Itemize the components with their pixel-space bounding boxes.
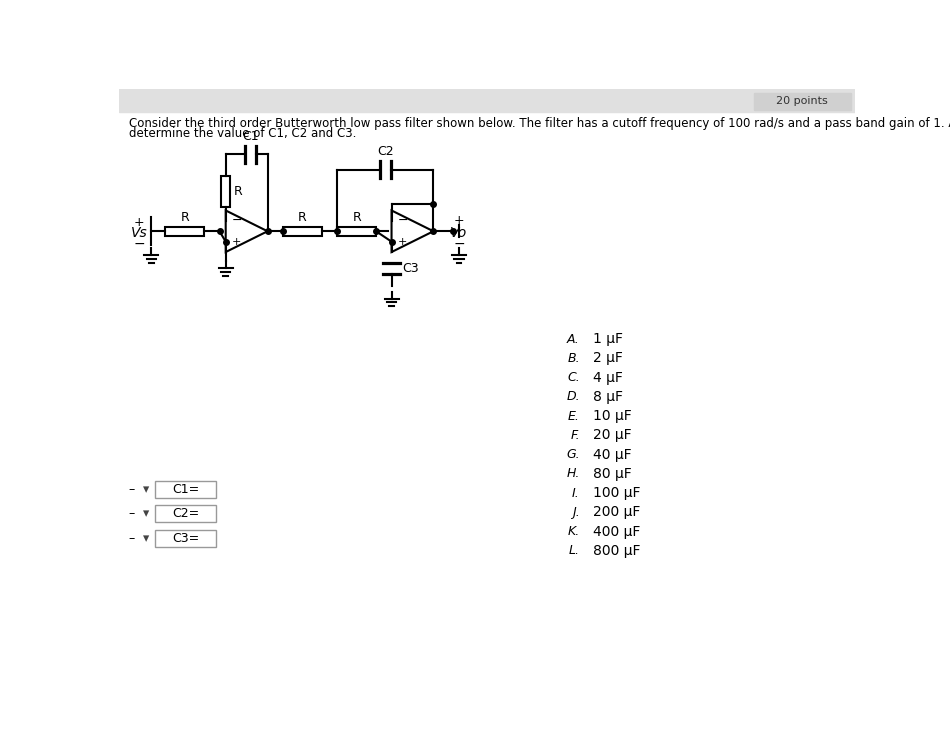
Text: 200 μF: 200 μF: [593, 505, 640, 519]
Text: C1: C1: [242, 130, 258, 143]
Text: –: –: [129, 532, 135, 545]
Text: 40 μF: 40 μF: [593, 448, 632, 462]
Text: C3: C3: [403, 262, 419, 275]
Bar: [283, 226, 322, 236]
Text: 100 μF: 100 μF: [593, 486, 640, 500]
Text: A.: A.: [567, 332, 580, 346]
Text: R: R: [234, 185, 242, 198]
Text: 20 μF: 20 μF: [593, 428, 632, 443]
Text: ▾: ▾: [142, 482, 149, 496]
Text: Vs: Vs: [130, 226, 147, 240]
Bar: [221, 176, 230, 207]
Text: D.: D.: [566, 390, 580, 403]
Text: R: R: [180, 211, 189, 223]
Text: 20 points: 20 points: [776, 96, 828, 106]
Text: 80 μF: 80 μF: [593, 467, 632, 481]
Bar: [155, 505, 216, 522]
Text: ▾: ▾: [142, 532, 149, 545]
Bar: [337, 226, 376, 236]
Bar: [119, 89, 855, 112]
Text: 8 μF: 8 μF: [593, 390, 623, 404]
Text: Vo: Vo: [450, 226, 467, 240]
Text: determine the value of C1, C2 and C3.: determine the value of C1, C2 and C3.: [129, 127, 356, 141]
Text: C2=: C2=: [172, 508, 200, 520]
Text: Consider the third order Butterworth low pass filter shown below. The filter has: Consider the third order Butterworth low…: [129, 117, 950, 130]
Text: E.: E.: [568, 409, 580, 423]
Text: C3=: C3=: [172, 532, 200, 545]
Text: J.: J.: [572, 506, 580, 519]
Bar: [754, 92, 851, 110]
Text: B.: B.: [567, 352, 580, 365]
Text: H.: H.: [566, 467, 580, 480]
Text: R: R: [352, 211, 361, 223]
Bar: [165, 226, 204, 236]
Text: I.: I.: [572, 487, 580, 500]
Text: 400 μF: 400 μF: [593, 525, 640, 539]
Text: +: +: [398, 237, 408, 246]
Text: –: –: [129, 482, 135, 496]
Text: +: +: [134, 215, 144, 229]
Text: 2 μF: 2 μF: [593, 352, 623, 366]
Bar: [155, 481, 216, 498]
Text: F.: F.: [570, 428, 580, 442]
Text: ▾: ▾: [142, 508, 149, 520]
Bar: [155, 530, 216, 547]
Text: 1 μF: 1 μF: [593, 332, 623, 346]
Text: −: −: [398, 215, 408, 227]
Text: C.: C.: [567, 371, 580, 384]
Text: 4 μF: 4 μF: [593, 371, 623, 385]
Text: +: +: [454, 214, 465, 227]
Text: –: –: [129, 508, 135, 520]
Text: C1=: C1=: [172, 482, 200, 496]
Text: L.: L.: [569, 545, 580, 557]
Text: −: −: [453, 237, 465, 251]
Text: 800 μF: 800 μF: [593, 544, 640, 558]
Text: −: −: [133, 237, 144, 251]
Text: C2: C2: [377, 145, 393, 158]
Text: R: R: [298, 211, 307, 223]
Text: +: +: [232, 237, 241, 246]
Text: K.: K.: [568, 525, 580, 538]
Text: G.: G.: [566, 448, 580, 461]
Text: 10 μF: 10 μF: [593, 409, 632, 423]
Text: −: −: [232, 215, 242, 227]
